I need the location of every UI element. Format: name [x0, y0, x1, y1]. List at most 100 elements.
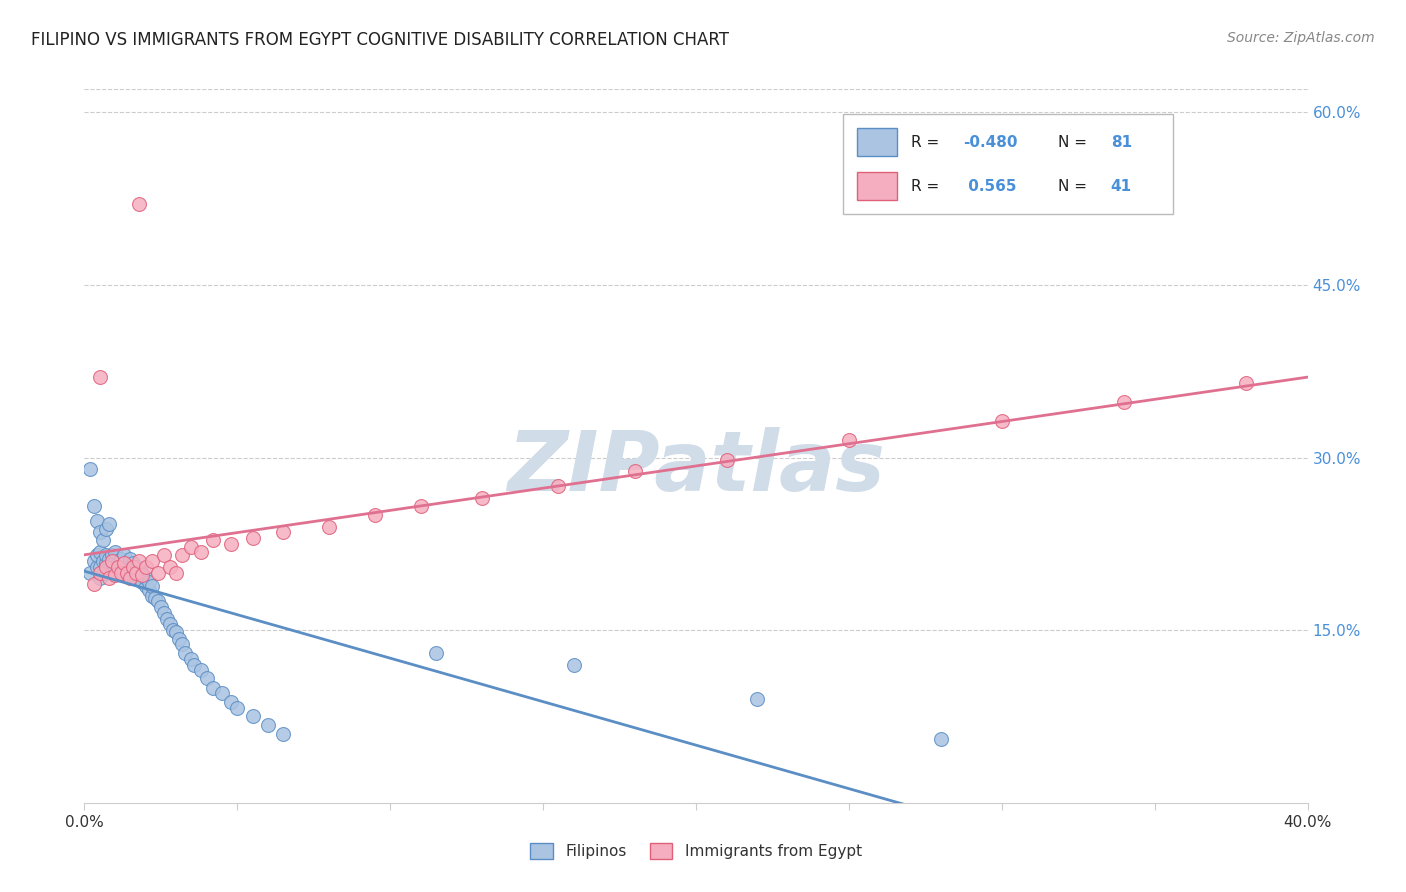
Point [146, 594, 169, 608]
Point [747, 692, 769, 706]
Point [138, 582, 160, 597]
Point [128, 563, 150, 577]
Point [122, 557, 145, 571]
Text: Source: ZipAtlas.com: Source: ZipAtlas.com [1227, 31, 1375, 45]
Point [83, 577, 105, 591]
Point [110, 566, 132, 580]
Point [141, 554, 163, 568]
Point [153, 606, 176, 620]
Point [94, 557, 117, 571]
Text: FILIPINO VS IMMIGRANTS FROM EGYPT COGNITIVE DISABILITY CORRELATION CHART: FILIPINO VS IMMIGRANTS FROM EGYPT COGNIT… [31, 31, 728, 49]
Text: 0.565: 0.565 [963, 178, 1017, 194]
Point [104, 554, 127, 568]
Text: R =: R = [911, 178, 945, 194]
Point [112, 549, 135, 563]
Point [257, 717, 280, 731]
Point [1236, 376, 1258, 390]
Point [89, 525, 111, 540]
Point [122, 559, 145, 574]
Point [165, 566, 187, 580]
Point [97, 517, 120, 532]
Point [156, 612, 179, 626]
Point [183, 657, 205, 672]
Point [131, 568, 153, 582]
Point [131, 566, 153, 580]
FancyBboxPatch shape [858, 172, 897, 201]
Point [159, 559, 181, 574]
Point [125, 571, 148, 585]
Point [190, 664, 212, 678]
Point [101, 563, 124, 577]
Point [115, 566, 138, 580]
Point [91, 533, 114, 548]
Point [838, 434, 860, 448]
Point [101, 554, 124, 568]
Point [219, 537, 242, 551]
Text: R =: R = [911, 135, 945, 150]
Point [149, 600, 172, 615]
Point [174, 646, 197, 660]
Point [112, 557, 135, 571]
Point [162, 623, 184, 637]
Point [172, 549, 194, 563]
Point [83, 554, 105, 568]
Point [101, 549, 124, 563]
Text: -0.480: -0.480 [963, 135, 1017, 150]
Point [159, 617, 181, 632]
Point [562, 657, 585, 672]
Point [89, 566, 111, 580]
Point [94, 549, 117, 563]
Point [271, 525, 294, 540]
Point [242, 709, 264, 723]
Point [120, 551, 142, 566]
Point [101, 557, 124, 571]
Point [97, 571, 120, 585]
Point [929, 732, 952, 747]
Point [471, 491, 494, 505]
Point [201, 681, 224, 695]
Point [167, 632, 190, 647]
Point [89, 571, 111, 585]
Point [128, 554, 150, 568]
Point [135, 579, 157, 593]
Point [271, 727, 294, 741]
Point [125, 559, 148, 574]
Point [112, 566, 135, 580]
Point [107, 557, 129, 571]
Point [146, 566, 169, 580]
Point [547, 479, 569, 493]
Point [86, 549, 108, 563]
Point [190, 545, 212, 559]
Point [135, 571, 157, 585]
FancyBboxPatch shape [842, 114, 1173, 214]
Point [89, 545, 111, 559]
Point [94, 522, 117, 536]
Point [226, 701, 249, 715]
Point [425, 646, 447, 660]
Point [79, 566, 101, 580]
Point [165, 625, 187, 640]
Point [115, 559, 138, 574]
Point [104, 566, 127, 580]
Point [94, 559, 117, 574]
Point [211, 686, 233, 700]
Point [120, 559, 142, 574]
Point [128, 571, 150, 585]
Point [180, 541, 202, 555]
Point [195, 672, 218, 686]
Point [172, 637, 194, 651]
Point [107, 563, 129, 577]
Point [991, 414, 1014, 428]
Point [83, 499, 105, 513]
Text: 41: 41 [1111, 178, 1132, 194]
Text: 81: 81 [1111, 135, 1132, 150]
Point [110, 551, 132, 566]
FancyBboxPatch shape [858, 128, 897, 156]
Point [131, 574, 153, 589]
Point [364, 508, 387, 522]
Point [624, 464, 647, 478]
Point [89, 559, 111, 574]
Point [318, 519, 340, 533]
Point [104, 545, 127, 559]
Point [86, 559, 108, 574]
